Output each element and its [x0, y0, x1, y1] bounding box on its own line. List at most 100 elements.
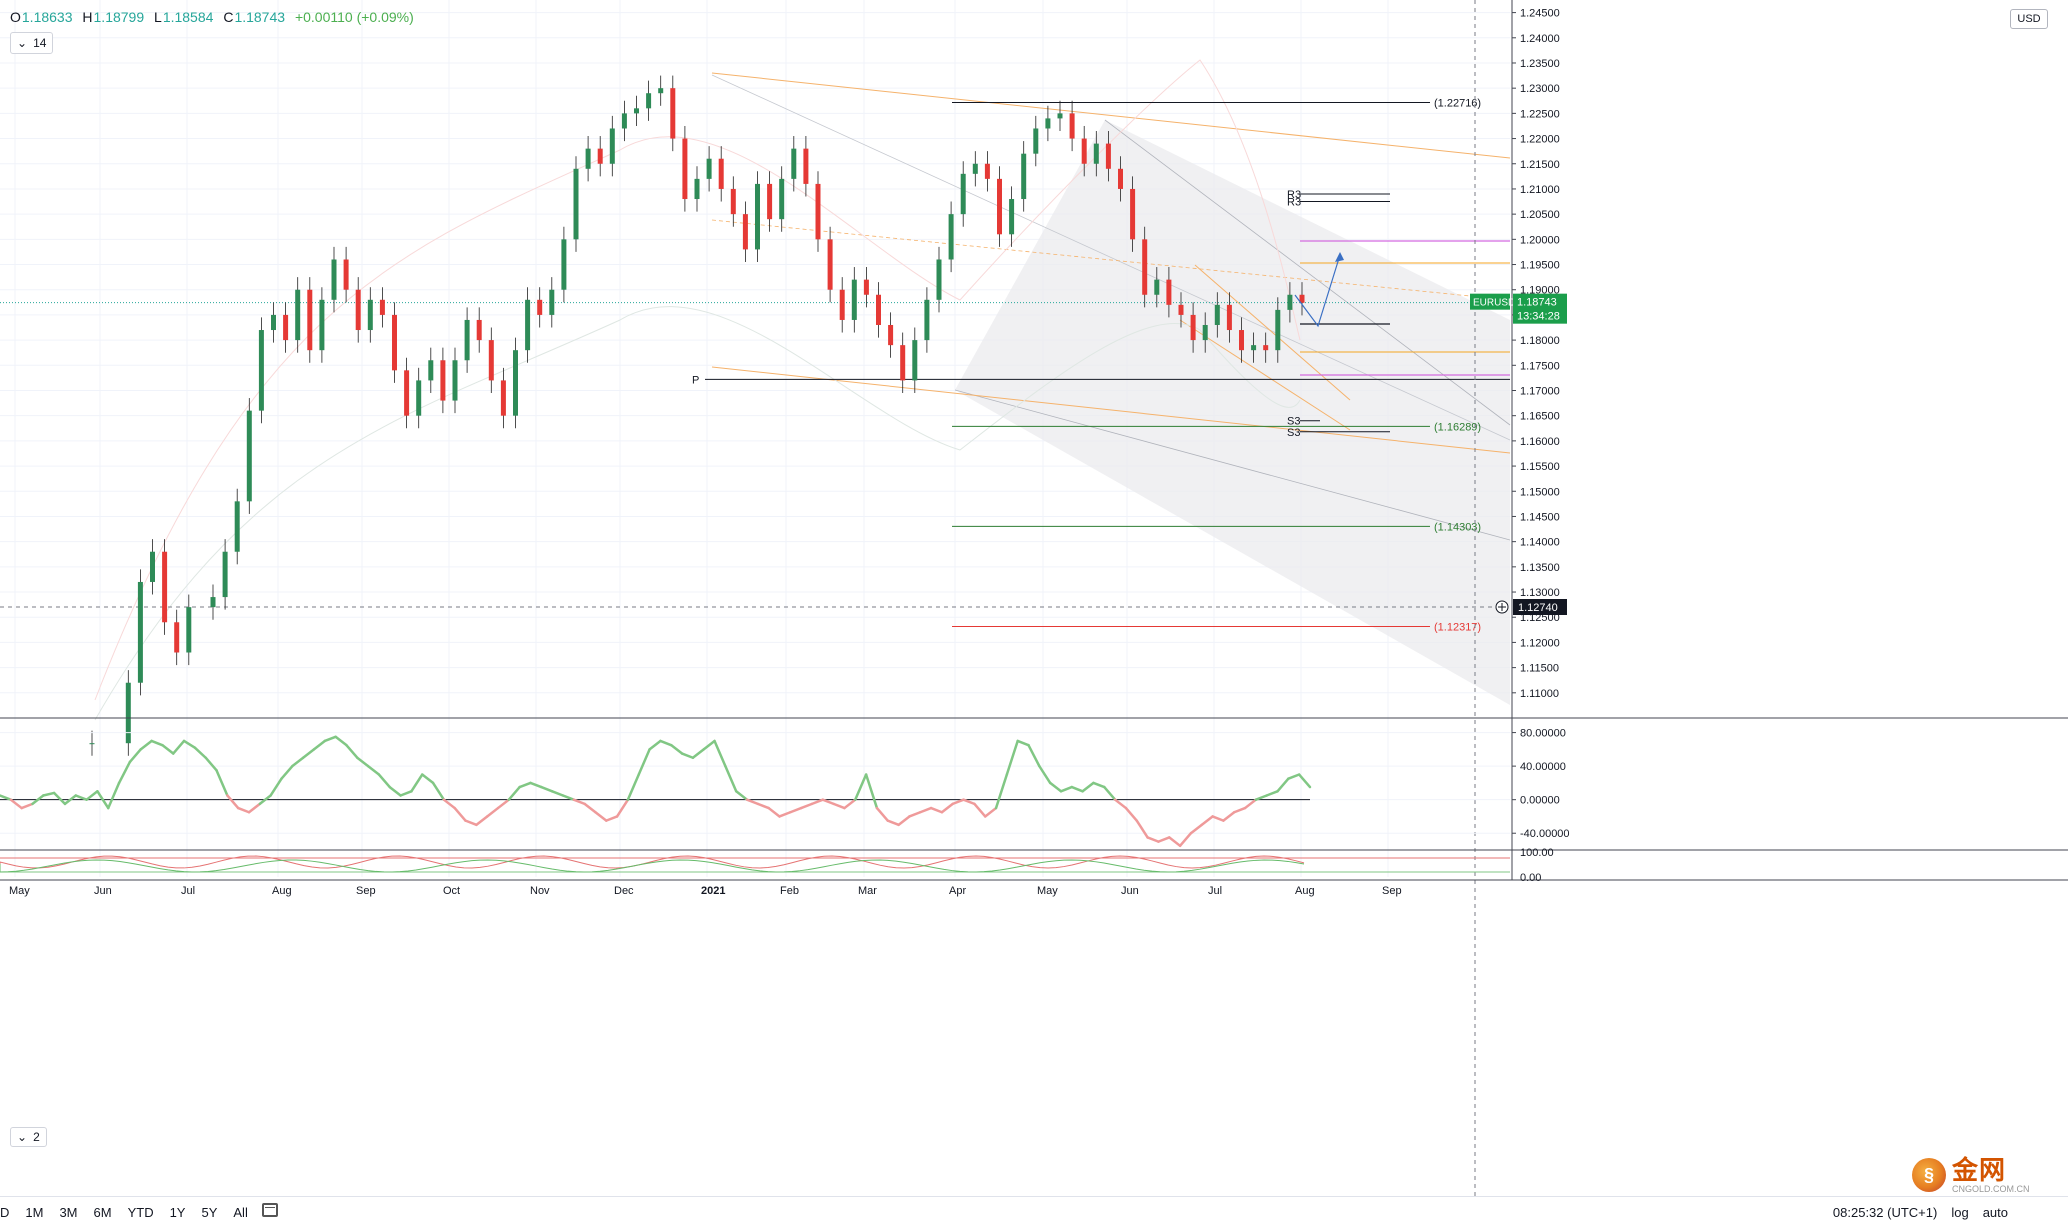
timeframe-6m[interactable]: 6M	[93, 1205, 112, 1220]
chevron-down-icon: ⌄	[17, 1130, 28, 1144]
candle-body-95	[1275, 309, 1281, 351]
osc-seg-84	[897, 815, 911, 827]
osc-seg-57	[605, 815, 619, 822]
indicator2-value: 2	[33, 1130, 40, 1144]
osc-seg-63	[669, 743, 684, 755]
osc-seg-98	[1048, 781, 1063, 793]
osc-seg-69	[734, 790, 749, 801]
osc-seg-82	[875, 806, 890, 822]
open-label: O	[10, 9, 21, 25]
low-value: 1.18584	[162, 9, 214, 25]
candle-body-12	[271, 314, 276, 331]
candle-body-36	[561, 239, 567, 290]
candle-body-51	[742, 214, 748, 250]
osc-seg-120	[1287, 773, 1301, 780]
candle-body-53	[767, 183, 773, 220]
candle-body-60	[851, 279, 857, 320]
log-toggle[interactable]: log	[1951, 1205, 1969, 1220]
timeframe-3m[interactable]: 3M	[59, 1205, 78, 1220]
osc-seg-41	[431, 781, 446, 801]
watermark-en: CNGOLD.COM.CN	[1952, 1183, 2030, 1194]
candle-body-57	[815, 183, 821, 240]
x-tick-label-3: Aug	[272, 885, 292, 897]
osc-seg-11	[107, 781, 121, 810]
osc-seg-45	[475, 815, 489, 827]
osc-seg-101	[1081, 781, 1095, 793]
open-value: 1.18633	[21, 9, 73, 25]
candle-body-54	[779, 178, 785, 220]
band-lower	[94, 306, 1301, 721]
pitchfork-inner	[1104, 119, 1511, 426]
lower-tick-label-1: 0.00	[1520, 872, 1541, 884]
osc-seg-70	[745, 798, 760, 806]
x-tick-label-6: Nov	[530, 885, 550, 897]
candle-body-21	[379, 299, 385, 315]
y-tick-label-0: 1.24500	[1520, 8, 1560, 20]
x-tick-label-14: Jul	[1208, 885, 1222, 897]
last-price-tag: 1.18743	[1517, 297, 1557, 309]
osc-seg-94	[1005, 739, 1019, 776]
osc-seg-85	[908, 811, 922, 818]
timeframe-ytd[interactable]: YTD	[127, 1205, 154, 1220]
band-upper	[94, 59, 1301, 701]
candle-body-35	[549, 289, 555, 315]
calendar-icon[interactable]	[262, 1203, 278, 1217]
osc-seg-71	[756, 802, 770, 810]
candle-body-66	[924, 299, 930, 341]
auto-toggle[interactable]: auto	[1982, 1205, 2008, 1220]
y-tick-label-26: 1.11500	[1520, 663, 1559, 675]
osc-seg-74	[789, 806, 803, 814]
osc-seg-107	[1146, 836, 1160, 843]
candle-body-59	[839, 289, 845, 320]
candle-body-94	[1263, 345, 1269, 351]
osc-seg-22	[226, 794, 240, 810]
candle-body-73	[1009, 199, 1015, 235]
candle-body-25	[428, 360, 434, 381]
osc-seg-21	[215, 769, 229, 797]
y-tick-label-3: 1.23000	[1520, 83, 1560, 95]
candle-body-38	[585, 148, 591, 169]
lower-line-red	[0, 855, 1305, 869]
osc-seg-4	[31, 794, 45, 806]
indicator2-toggle[interactable]: ⌄ 2	[10, 1127, 47, 1147]
osc-seg-42	[442, 798, 456, 810]
candle-body-56	[803, 148, 809, 184]
osc-seg-79	[843, 798, 857, 810]
osc-seg-119	[1276, 777, 1290, 793]
indicator-toggle[interactable]: ⌄ 14	[10, 32, 54, 54]
candle-body-48	[706, 158, 712, 179]
clock-readout[interactable]: 08:25:32 (UTC+1)	[1832, 1205, 1938, 1220]
candle-body-23	[404, 370, 410, 416]
candle-body-14	[295, 289, 301, 341]
candle-body-13	[283, 314, 289, 341]
osc-seg-91	[973, 802, 987, 818]
pivot-label-4: S3	[1287, 427, 1300, 439]
y-tick-label-13: 1.18000	[1520, 335, 1560, 347]
timeframe-5y[interactable]: 5Y	[201, 1205, 218, 1220]
osc-seg-50	[529, 781, 543, 789]
candle-body-72	[997, 178, 1002, 235]
osc-seg-97	[1038, 764, 1052, 785]
osc-seg-72	[767, 806, 781, 818]
osc-seg-3	[20, 802, 34, 810]
projection-arrow	[1294, 254, 1341, 328]
y-tick-label-6: 1.21500	[1520, 159, 1560, 171]
osc-seg-87	[929, 806, 944, 814]
osc-seg-116	[1243, 798, 1258, 810]
timeframe-d[interactable]: D	[0, 1205, 10, 1220]
pivot-label-1: R3	[1287, 189, 1301, 201]
candle-body-9	[234, 501, 240, 552]
candle-body-44	[658, 88, 664, 94]
candle-body-11	[258, 330, 264, 411]
timeframe-all[interactable]: All	[233, 1205, 248, 1220]
osc-seg-96	[1027, 743, 1041, 768]
osc-seg-17	[171, 739, 186, 755]
currency-button[interactable]: USD	[2010, 9, 2048, 29]
candle-body-33	[525, 299, 531, 351]
timeframe-1m[interactable]: 1M	[25, 1205, 44, 1220]
osc-seg-109	[1168, 836, 1182, 848]
candle-body-18	[343, 259, 349, 290]
candle-body-46	[682, 138, 688, 200]
timeframe-1y[interactable]: 1Y	[169, 1205, 186, 1220]
